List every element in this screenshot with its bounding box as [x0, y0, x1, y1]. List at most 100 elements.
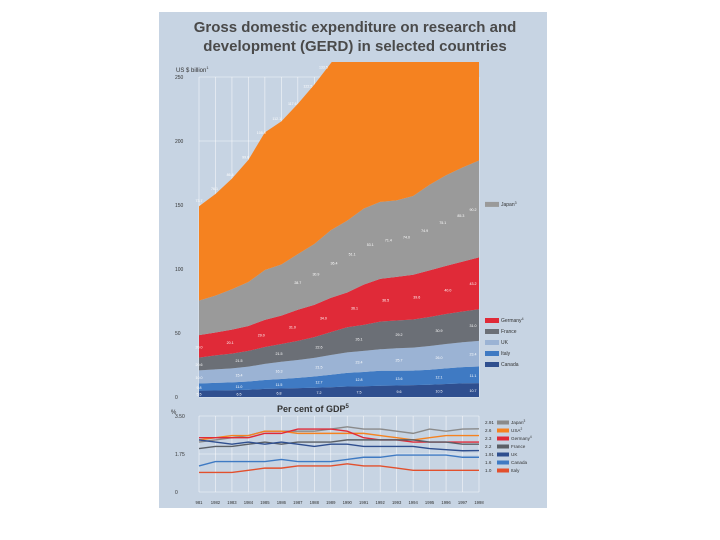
- bottom-chart-title: Per cent of GDP5: [277, 404, 350, 414]
- area-germany: [199, 257, 479, 358]
- legend-swatch-uk: [485, 340, 499, 345]
- data-label-uk: 25.7: [396, 358, 403, 362]
- x-tick-label: 1984: [244, 500, 254, 505]
- bottom-chart-title-text: Per cent of GDP: [277, 404, 346, 414]
- legend-label-uk: UK: [501, 340, 509, 346]
- end-value-uk: 1.91: [485, 452, 494, 457]
- x-tick-label: 1983: [227, 500, 237, 505]
- x-tick-labels: 981 1982 1983 1984 1985 1986 1987 1988 1989 1990 1…: [196, 500, 485, 505]
- x-tick-label: 1991: [359, 500, 369, 505]
- gerd-stacked-area-chart: US $ billion1 250 200 150 100 50 0 5.5 6.5 6.8 7…: [175, 62, 524, 401]
- bottom-legend-label-germany: Germany4: [511, 435, 532, 441]
- data-label-canada: 10.7: [470, 389, 477, 393]
- bottom-legend-label-france: France: [511, 444, 526, 449]
- end-value-japan: 2.91: [485, 420, 494, 425]
- area-uk: [199, 340, 479, 384]
- data-label-canada: 6.5: [237, 392, 242, 396]
- data-label-italy: 9.8: [197, 386, 202, 390]
- bottom-legend-label-text: Germany: [511, 436, 531, 441]
- data-label-canada: 9.6: [397, 390, 402, 394]
- bottom-legend-label-canada: Canada: [511, 460, 528, 465]
- data-label-japan: 53.1: [367, 243, 374, 247]
- data-label-japan: 36.4: [331, 261, 338, 265]
- data-label-france: 29.2: [396, 333, 403, 337]
- x-tick-label: 1998: [474, 500, 484, 505]
- data-label-france: 22.6: [316, 345, 323, 349]
- y-axis-unit-text: US $ billion: [176, 68, 206, 74]
- top-y-tick-label: 100: [175, 267, 184, 273]
- line-uk: [198, 439, 480, 452]
- x-tick-label: 1990: [343, 500, 353, 505]
- area-italy: [199, 366, 479, 391]
- bottom-legend-swatch-italy: [497, 468, 509, 473]
- bottom-legend-swatch-france: [497, 444, 509, 449]
- legend-label-superscript: 3: [515, 201, 517, 205]
- legend-swatch-france: [485, 329, 499, 334]
- data-label-uk: 15.4: [236, 374, 243, 378]
- legend-swatch-japan: [485, 201, 499, 207]
- stacked-areas: [199, 62, 479, 397]
- legend-label-canada: Canada: [501, 362, 519, 368]
- line-japan: [198, 426, 480, 443]
- data-label-uk: 16.3: [276, 370, 283, 374]
- chart-title: Gross domestic expenditure on research a…: [193, 19, 517, 55]
- bottom-legend-label-japan: Japan3: [511, 419, 526, 425]
- legend-label-italy: Italy: [501, 351, 511, 357]
- data-label-italy: 12.7: [316, 381, 323, 385]
- bottom-legend-swatch-canada: [497, 460, 509, 465]
- data-label-italy: 11.0: [236, 385, 243, 389]
- data-label-japan: 85.3: [457, 214, 464, 218]
- data-label-japan: 74.0: [403, 236, 410, 240]
- legend-swatch-canada: [485, 362, 499, 367]
- end-value-germany: 2.3: [485, 436, 492, 441]
- data-label-uk: 23.4: [356, 361, 363, 365]
- bottom-legend-label-text: UK: [511, 452, 518, 457]
- top-y-tick-label: 200: [175, 139, 184, 145]
- end-value-usa: 2.6: [485, 428, 492, 433]
- data-label-usa: 105.9: [257, 131, 266, 135]
- legend-label-text: Japan: [501, 202, 515, 208]
- data-label-japan: 30.9: [312, 272, 319, 276]
- legend-label-text: Germany: [501, 318, 522, 324]
- y-axis-unit-label: US $ billion1: [176, 65, 209, 74]
- bottom-legend-label-usa: USA2: [511, 427, 522, 433]
- area-canada: [199, 383, 479, 397]
- data-label-japan: 51.1: [349, 253, 356, 257]
- bottom-chart-title-superscript: 5: [346, 404, 350, 410]
- x-tick-label: 1989: [326, 500, 336, 505]
- line-usa: [198, 430, 479, 441]
- bottom-y-tick-label: 0: [175, 490, 178, 496]
- data-label-germany: 36.1: [351, 307, 358, 311]
- data-label-usa: 122.5: [303, 85, 312, 89]
- data-label-germany: 39.6: [413, 295, 420, 299]
- data-label-uk: 10.0: [196, 376, 203, 380]
- data-label-italy: 11.1: [470, 374, 477, 378]
- bottom-y-tick-labels: 3.50 1.75 0: [175, 414, 185, 496]
- x-tick-label: 1986: [277, 500, 287, 505]
- bottom-legend-label-text: Italy: [511, 468, 520, 473]
- data-label-germany: 40.0: [444, 289, 451, 293]
- data-label-germany: 29.0: [258, 333, 265, 337]
- end-value-france: 2.2: [485, 444, 492, 449]
- data-label-canada: 6.8: [277, 392, 282, 396]
- area-france: [199, 309, 479, 371]
- data-label-germany: 31.0: [289, 326, 296, 330]
- bottom-legend-label-italy: Italy: [511, 468, 520, 473]
- data-label-france: 26.1: [356, 337, 363, 341]
- legend-label-germany: Germany4: [501, 317, 524, 324]
- data-label-germany: 34.0: [320, 317, 327, 321]
- data-label-italy: 12.8: [356, 378, 363, 382]
- y-axis-unit-superscript: 1: [206, 65, 209, 70]
- x-tick-label: 1992: [376, 500, 386, 505]
- top-y-tick-label: 50: [175, 331, 181, 337]
- percent-unit-label: %: [171, 410, 177, 416]
- end-value-italy: 1.0: [485, 468, 492, 473]
- data-label-germany: 36.5: [382, 299, 389, 303]
- x-tick-label: 1988: [310, 500, 320, 505]
- x-tick-label: 1997: [458, 500, 468, 505]
- bottom-legend-swatch-germany: [497, 436, 509, 441]
- bottom-legend-label-text: USA: [511, 428, 521, 433]
- data-label-japan: 71.4: [385, 238, 392, 242]
- bottom-legend-label-uk: UK: [511, 452, 518, 457]
- data-label-usa: 76.1: [211, 187, 218, 191]
